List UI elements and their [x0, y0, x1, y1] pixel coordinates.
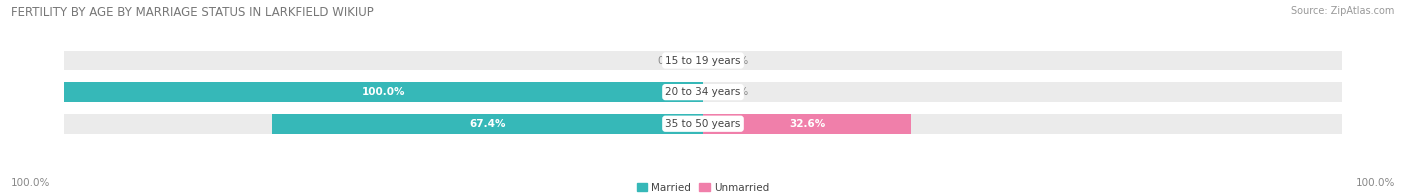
Text: 0.0%: 0.0%: [658, 55, 683, 65]
Text: 100.0%: 100.0%: [11, 178, 51, 188]
Text: 35 to 50 years: 35 to 50 years: [665, 119, 741, 129]
Bar: [63, 82, 703, 102]
Text: 0.0%: 0.0%: [723, 87, 748, 97]
Text: 100.0%: 100.0%: [361, 87, 405, 97]
Text: 67.4%: 67.4%: [470, 119, 506, 129]
Text: 32.6%: 32.6%: [789, 119, 825, 129]
Bar: [703, 114, 1343, 133]
Text: 20 to 34 years: 20 to 34 years: [665, 87, 741, 97]
Bar: [63, 114, 703, 133]
Bar: [63, 51, 703, 70]
Bar: [703, 114, 911, 133]
Bar: [703, 51, 1343, 70]
Legend: Married, Unmarried: Married, Unmarried: [633, 178, 773, 196]
Text: 15 to 19 years: 15 to 19 years: [665, 55, 741, 65]
Text: FERTILITY BY AGE BY MARRIAGE STATUS IN LARKFIELD WIKIUP: FERTILITY BY AGE BY MARRIAGE STATUS IN L…: [11, 6, 374, 19]
Text: Source: ZipAtlas.com: Source: ZipAtlas.com: [1291, 6, 1395, 16]
Text: 100.0%: 100.0%: [1355, 178, 1395, 188]
Bar: [273, 114, 703, 133]
Bar: [63, 82, 703, 102]
Bar: [703, 82, 1343, 102]
Text: 0.0%: 0.0%: [723, 55, 748, 65]
